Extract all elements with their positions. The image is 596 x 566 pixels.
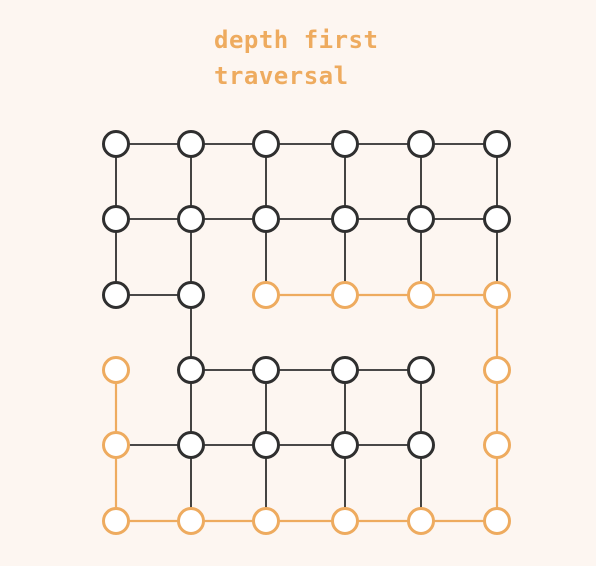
graph-node: [252, 130, 280, 158]
visited-node: [407, 507, 435, 535]
graph-node: [252, 356, 280, 384]
visited-node: [102, 431, 130, 459]
graph-node: [407, 205, 435, 233]
graph-node: [102, 281, 130, 309]
graph-node: [102, 205, 130, 233]
visited-node: [252, 507, 280, 535]
graph-node: [177, 431, 205, 459]
graph-edges: [114, 143, 499, 523]
graph-node: [252, 431, 280, 459]
graph-node: [177, 130, 205, 158]
graph-node: [483, 130, 511, 158]
graph-node: [407, 356, 435, 384]
visited-node: [483, 431, 511, 459]
visited-node: [483, 281, 511, 309]
visited-node: [177, 507, 205, 535]
graph-node: [331, 205, 359, 233]
graph-node: [331, 356, 359, 384]
visited-node: [483, 356, 511, 384]
graph-node: [331, 130, 359, 158]
visited-node: [331, 281, 359, 309]
graph-nodes: [102, 130, 511, 535]
visited-node: [102, 507, 130, 535]
graph-node: [331, 431, 359, 459]
visited-node: [407, 281, 435, 309]
visited-node: [483, 507, 511, 535]
graph-node: [483, 205, 511, 233]
visited-node: [252, 281, 280, 309]
title-line-2: traversal: [214, 62, 349, 90]
graph-node: [252, 205, 280, 233]
graph-node: [177, 356, 205, 384]
graph-node: [177, 281, 205, 309]
graph-node: [407, 431, 435, 459]
graph-node: [407, 130, 435, 158]
visited-node: [331, 507, 359, 535]
visited-node: [102, 356, 130, 384]
diagram-title: depth first traversal: [214, 22, 378, 94]
title-line-1: depth first: [214, 26, 379, 54]
graph-node: [102, 130, 130, 158]
graph-node: [177, 205, 205, 233]
